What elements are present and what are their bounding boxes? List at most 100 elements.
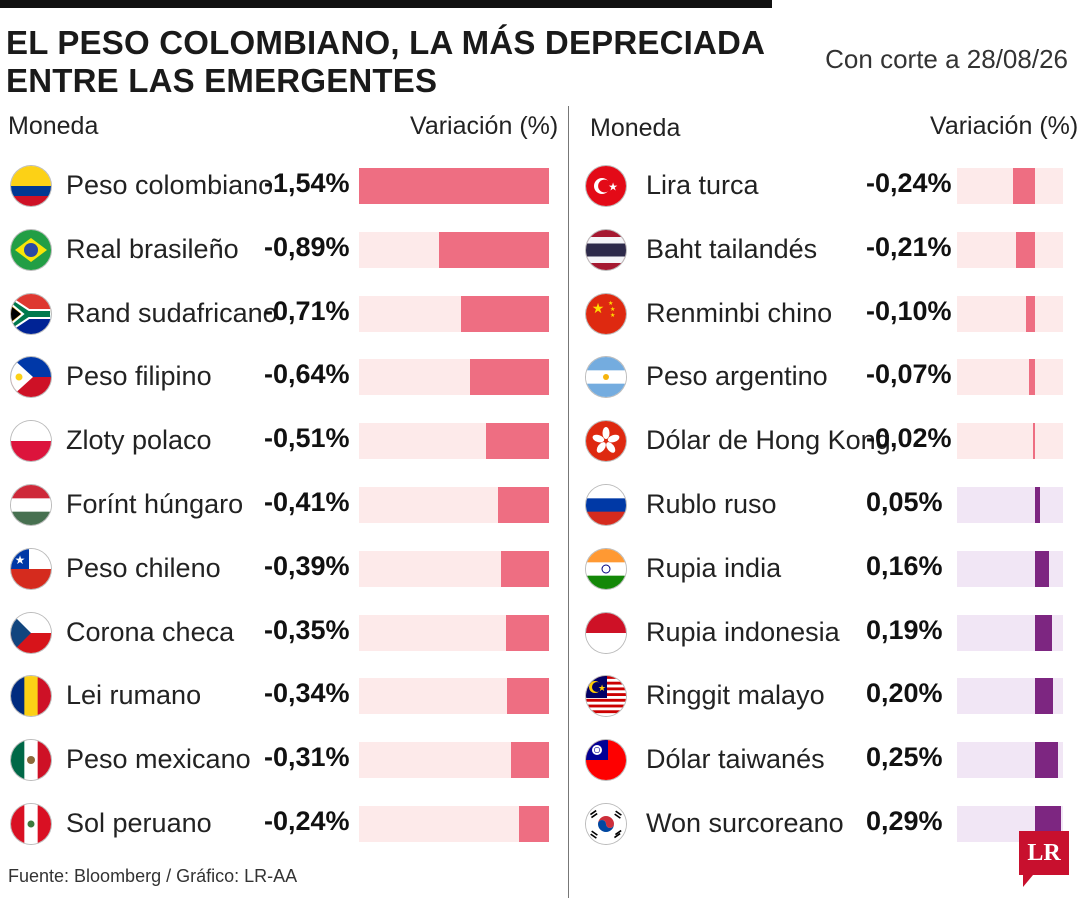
bar-track [957,232,1063,268]
negative-bar [498,487,549,523]
currency-name: Peso mexicano [66,744,251,774]
bar-track [359,359,549,395]
positive-bar [1035,742,1058,778]
value-label: -0,89% [264,232,350,262]
currency-name: Renminbi chino [646,298,833,328]
currency-name: Lei rumano [66,680,202,710]
value-label: -0,34% [264,678,350,708]
value-label: -0,51% [264,423,350,453]
currency-name: Dólar taiwanés [646,744,825,774]
bar-row: ★ ★ ★ ★ Renminbi chino -0,10% [0,288,1080,344]
value-label: -0,71% [264,296,350,326]
svg-text:★: ★ [608,182,618,194]
value-label: -0,31% [264,742,350,772]
left-variation-header: Variación (%) [410,112,559,140]
bar-row: Sol peruano -0,24% [0,798,1080,854]
currency-name: Peso argentino [646,361,828,391]
currency-name: Corona checa [66,617,235,647]
negative-bar [1026,296,1035,332]
bar-row: Peso argentino -0,07% [0,351,1080,407]
bar-row: Rupia indonesia 0,19% [0,607,1080,663]
svg-text:★: ★ [610,312,615,319]
bar-row: Rupia india 0,16% [0,543,1080,599]
top-rule [0,0,772,8]
bar-track [359,742,549,778]
india-flag-icon [586,549,626,589]
currency-name: Won surcoreano [646,808,844,838]
bar-track [957,551,1063,587]
bar-track [957,359,1063,395]
philippines-flag-icon [11,357,51,397]
bar-row: Lei rumano -0,34% [0,670,1080,726]
cutoff-date: Con corte a 28/08/26 [825,44,1068,74]
source-note: Fuente: Bloomberg / Gráfico: LR-AA [8,866,298,886]
bar-track [359,296,549,332]
negative-bar [486,423,549,459]
negative-bar [461,296,549,332]
value-label: -1,54% [264,168,350,198]
title-line-1: EL PESO COLOMBIANO, LA MÁS DEPRECIADA [6,24,766,61]
bar-track [957,742,1063,778]
svg-text:★: ★ [15,553,26,567]
bar-track [359,551,549,587]
currency-name: Ringgit malayo [646,680,825,710]
currency-name: Peso chileno [66,553,221,583]
negative-bar [507,678,549,714]
peru-flag-icon [11,804,51,844]
south-africa-flag-icon [11,294,51,334]
bar-row: Rublo ruso 0,05% [0,479,1080,535]
argentina-flag-icon [586,357,626,397]
bar-track [359,615,549,651]
china-flag-icon: ★ ★ ★ ★ [586,294,626,334]
positive-bar [1035,678,1053,714]
positive-bar [1035,487,1040,523]
bar-row: Won surcoreano 0,29% [0,798,1080,854]
currency-name: Peso colombiano [66,170,274,200]
south-korea-flag-icon [586,804,626,844]
value-label: 0,29% [866,806,943,836]
bar-track [359,423,549,459]
bar-row: ★ Ringgit malayo 0,20% [0,670,1080,726]
currency-name: Baht tailandés [646,234,818,264]
thailand-flag-icon [586,230,626,270]
lr-logo: LR [1019,831,1069,887]
value-label: 0,25% [866,742,943,772]
bar-track [359,487,549,523]
right-currency-header: Moneda [590,114,681,142]
negative-bar [359,168,549,204]
currency-name: Sol peruano [66,808,212,838]
colombia-flag-icon [11,166,51,206]
bar-row: Zloty polaco -0,51% [0,415,1080,471]
currency-name: Rupia india [646,553,782,583]
svg-text:★: ★ [598,683,606,693]
positive-bar [1035,551,1050,587]
russia-flag-icon [586,485,626,525]
title-line-2: ENTRE LAS EMERGENTES [6,62,438,99]
negative-bar [1028,359,1035,395]
bar-track [359,168,549,204]
value-label: -0,24% [866,168,952,198]
negative-bar [1016,232,1035,268]
positive-bar [1035,615,1053,651]
value-label: 0,19% [866,615,943,645]
bar-row: Corona checa -0,35% [0,607,1080,663]
czech-flag-icon [11,613,51,653]
currency-name: Rupia indonesia [646,617,840,647]
currency-name: Lira turca [646,170,759,200]
negative-bar [470,359,549,395]
bar-row: Forínt húngaro -0,41% [0,479,1080,535]
bar-row: Peso mexicano -0,31% [0,734,1080,790]
value-label: -0,24% [264,806,350,836]
bar-track [957,615,1063,651]
bar-track [957,168,1063,204]
svg-text:★: ★ [610,306,615,313]
turkey-flag-icon: ★ [586,166,626,206]
currency-name: Real brasileño [66,234,239,264]
negative-bar [510,742,549,778]
bar-row: ★ Peso chileno -0,39% [0,543,1080,599]
svg-text:★: ★ [592,300,605,316]
value-label: -0,64% [264,359,350,389]
indonesia-flag-icon [586,613,626,653]
currency-name: Rand sudafricano [66,298,278,328]
negative-bar [439,232,549,268]
